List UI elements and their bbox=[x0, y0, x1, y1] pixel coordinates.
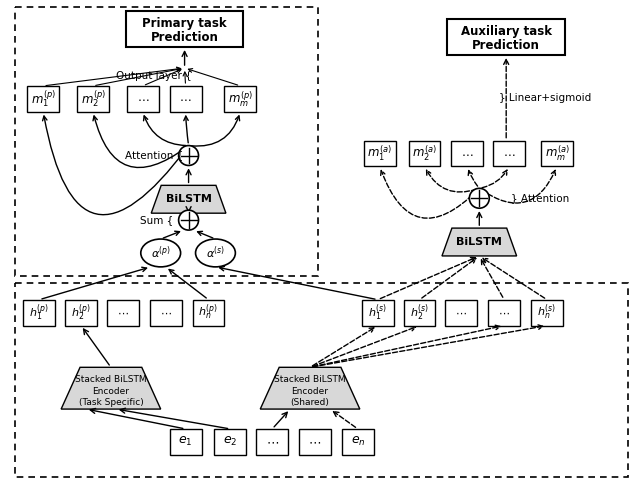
Polygon shape bbox=[151, 185, 226, 213]
Text: $m_1^{(p)}$: $m_1^{(p)}$ bbox=[31, 88, 56, 109]
Text: Prediction: Prediction bbox=[472, 39, 540, 52]
Bar bbox=[127, 86, 159, 112]
Text: $h_2^{(p)}$: $h_2^{(p)}$ bbox=[71, 302, 91, 323]
Text: } Attention: } Attention bbox=[511, 193, 570, 203]
Ellipse shape bbox=[196, 239, 236, 267]
Text: Auxiliary task: Auxiliary task bbox=[461, 25, 552, 38]
Text: $e_2$: $e_2$ bbox=[223, 436, 237, 448]
Text: $\cdots$: $\cdots$ bbox=[499, 308, 510, 318]
Text: (Task Specific): (Task Specific) bbox=[79, 398, 143, 407]
Bar bbox=[362, 300, 394, 326]
Polygon shape bbox=[442, 228, 516, 256]
Text: $\alpha^{(s)}$: $\alpha^{(s)}$ bbox=[206, 245, 225, 261]
Bar bbox=[23, 300, 55, 326]
Bar bbox=[170, 86, 202, 112]
Text: $\cdots$: $\cdots$ bbox=[456, 308, 467, 318]
Bar bbox=[488, 300, 520, 326]
Text: $\cdots$: $\cdots$ bbox=[136, 92, 149, 106]
Bar bbox=[447, 19, 565, 55]
Text: (Shared): (Shared) bbox=[291, 398, 330, 407]
Text: Prediction: Prediction bbox=[150, 30, 218, 44]
Text: $m_m^{(p)}$: $m_m^{(p)}$ bbox=[228, 89, 253, 109]
Text: Sum {: Sum { bbox=[140, 215, 173, 225]
Text: $\cdots$: $\cdots$ bbox=[308, 436, 321, 448]
Bar bbox=[150, 300, 182, 326]
Bar bbox=[299, 429, 331, 455]
Bar bbox=[214, 429, 246, 455]
Bar bbox=[225, 86, 256, 112]
Text: Primary task: Primary task bbox=[142, 17, 227, 30]
Text: $m_2^{(a)}$: $m_2^{(a)}$ bbox=[412, 144, 437, 164]
Text: Attention {: Attention { bbox=[125, 151, 183, 161]
Bar bbox=[364, 140, 396, 166]
Bar bbox=[170, 429, 202, 455]
Text: $m_2^{(p)}$: $m_2^{(p)}$ bbox=[81, 88, 106, 109]
Bar bbox=[451, 140, 483, 166]
Bar bbox=[77, 86, 109, 112]
Bar bbox=[107, 300, 139, 326]
Bar bbox=[342, 429, 374, 455]
Text: $e_n$: $e_n$ bbox=[351, 436, 365, 448]
Circle shape bbox=[179, 145, 198, 165]
Text: $m_m^{(a)}$: $m_m^{(a)}$ bbox=[545, 144, 570, 163]
Ellipse shape bbox=[141, 239, 180, 267]
Text: $h_1^{(s)}$: $h_1^{(s)}$ bbox=[368, 302, 387, 323]
Text: $h_1^{(p)}$: $h_1^{(p)}$ bbox=[29, 302, 49, 323]
Polygon shape bbox=[260, 367, 360, 409]
Text: $\cdots$: $\cdots$ bbox=[503, 147, 515, 160]
Text: $\cdots$: $\cdots$ bbox=[266, 436, 279, 448]
Text: $h_n^{(s)}$: $h_n^{(s)}$ bbox=[538, 303, 557, 323]
Text: $e_1$: $e_1$ bbox=[179, 436, 193, 448]
Text: $\alpha^{(p)}$: $\alpha^{(p)}$ bbox=[150, 245, 171, 261]
Bar bbox=[65, 300, 97, 326]
Text: } Linear+sigmoid: } Linear+sigmoid bbox=[499, 93, 591, 103]
Text: Encoder: Encoder bbox=[292, 387, 328, 396]
Bar bbox=[256, 429, 288, 455]
Text: $\cdots$: $\cdots$ bbox=[179, 92, 192, 106]
Text: Stacked BiLSTM: Stacked BiLSTM bbox=[274, 375, 346, 384]
Bar bbox=[28, 86, 59, 112]
Text: Stacked BiLSTM: Stacked BiLSTM bbox=[75, 375, 147, 384]
Bar bbox=[15, 7, 318, 276]
Text: $\cdots$: $\cdots$ bbox=[160, 308, 172, 318]
Polygon shape bbox=[61, 367, 161, 409]
Bar bbox=[408, 140, 440, 166]
Text: $h_2^{(s)}$: $h_2^{(s)}$ bbox=[410, 302, 429, 323]
Bar bbox=[445, 300, 477, 326]
Bar bbox=[126, 11, 243, 47]
Circle shape bbox=[179, 210, 198, 230]
Bar bbox=[404, 300, 435, 326]
Text: BiLSTM: BiLSTM bbox=[166, 194, 211, 204]
Bar bbox=[493, 140, 525, 166]
Circle shape bbox=[469, 189, 489, 208]
Text: $\cdots$: $\cdots$ bbox=[461, 147, 474, 160]
Bar bbox=[541, 140, 573, 166]
Text: Encoder: Encoder bbox=[92, 387, 129, 396]
Text: $h_n^{(p)}$: $h_n^{(p)}$ bbox=[198, 303, 219, 323]
Text: BiLSTM: BiLSTM bbox=[456, 237, 502, 247]
Bar bbox=[15, 283, 628, 477]
Text: Output layer {: Output layer { bbox=[116, 71, 191, 81]
Bar bbox=[193, 300, 225, 326]
Text: $m_1^{(a)}$: $m_1^{(a)}$ bbox=[367, 144, 392, 164]
Text: $\cdots$: $\cdots$ bbox=[117, 308, 129, 318]
Bar bbox=[531, 300, 563, 326]
